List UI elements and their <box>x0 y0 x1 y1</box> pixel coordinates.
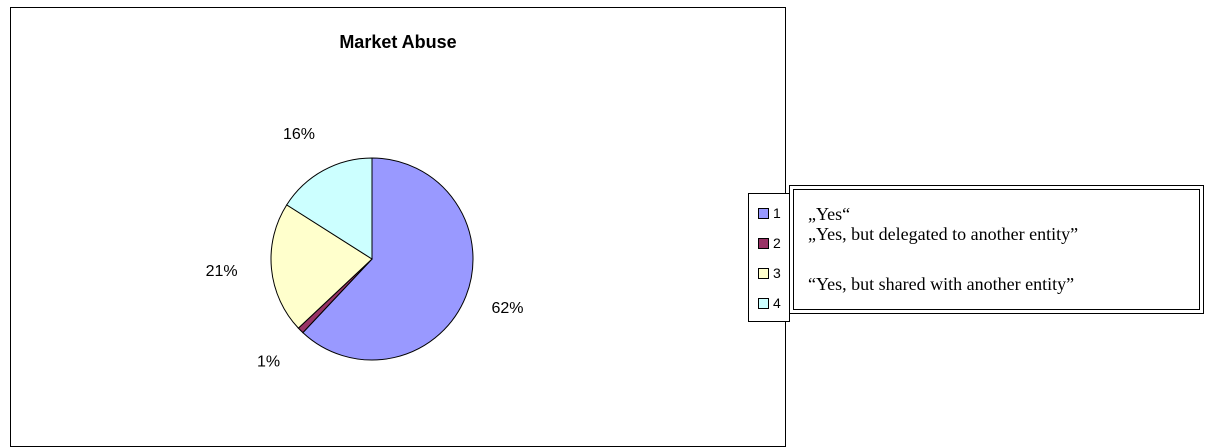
pie-slice-3 <box>270 204 373 329</box>
legend-item-1: 1 <box>758 204 781 222</box>
chart-frame: Market Abuse 62% 1% 21% 16% 1 2 3 4 <box>10 7 790 447</box>
pie-label-3: 21% <box>206 263 238 280</box>
legend-swatch-1 <box>758 207 769 219</box>
pie-slice-4 <box>286 157 373 260</box>
legend-item-3: 3 <box>758 264 781 282</box>
legend-label-4: 4 <box>773 295 781 311</box>
legend-caption-box: „Yes“ „Yes, but delegated to another ent… <box>789 185 1204 314</box>
pie-label-1: 62% <box>492 300 524 317</box>
caption-item-2: „Yes, but delegated to another entity” <box>808 224 1079 244</box>
legend-label-1: 1 <box>773 205 781 221</box>
legend-caption-inner: „Yes“ „Yes, but delegated to another ent… <box>793 189 1200 310</box>
pie-slice-1 <box>302 157 474 361</box>
caption-item-1: „Yes“ <box>808 204 851 224</box>
legend-swatch-4 <box>758 297 769 309</box>
legend-item-2: 2 <box>758 234 781 252</box>
pie-label-2: 1% <box>257 354 280 371</box>
legend-swatch-2 <box>758 237 769 249</box>
chart-title: Market Abuse <box>339 32 457 52</box>
legend: 1 2 3 4 <box>748 193 790 322</box>
pie-label-4: 16% <box>283 126 315 143</box>
legend-label-2: 2 <box>773 235 781 251</box>
pie-chart: 62% 1% 21% 16% <box>206 126 524 371</box>
legend-item-4: 4 <box>758 294 781 312</box>
legend-swatch-3 <box>758 267 769 279</box>
caption-item-3: “Yes, but shared with another entity” <box>808 274 1075 294</box>
legend-label-3: 3 <box>773 265 781 281</box>
